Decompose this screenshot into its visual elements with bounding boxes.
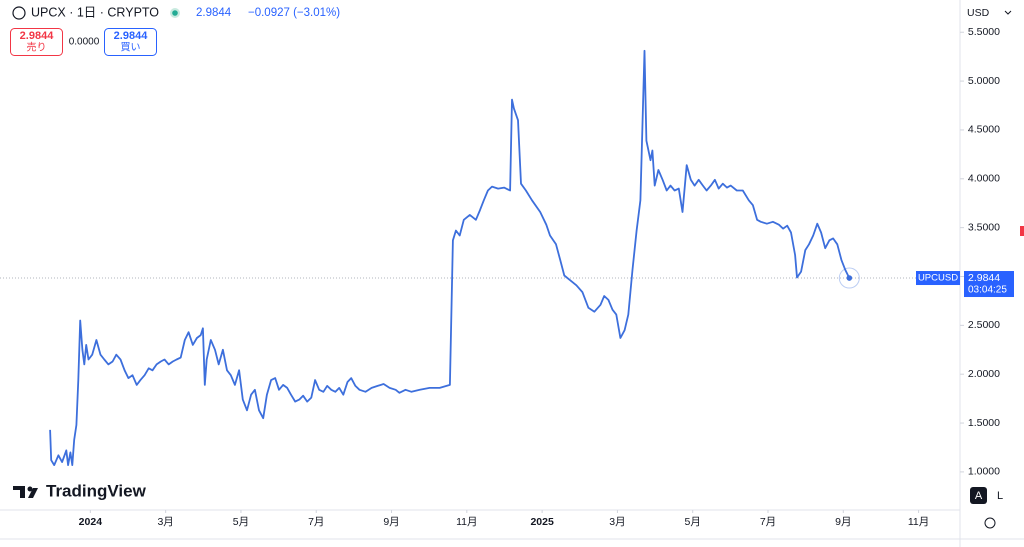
x-tick-label: 9月 xyxy=(383,516,399,528)
edge-marker xyxy=(1020,226,1024,236)
x-tick-label: 9月 xyxy=(835,516,851,528)
log-scale-label[interactable]: L xyxy=(997,490,1003,502)
sell-price: 2.9844 xyxy=(20,30,55,42)
price-tag-countdown: 03:04:25 xyxy=(968,285,1007,296)
logo-shape xyxy=(13,486,25,498)
brand-logo xyxy=(13,486,38,498)
price-tag-bg xyxy=(964,271,1014,298)
y-tick-label: 4.0000 xyxy=(968,173,1000,185)
x-tick-label: 7月 xyxy=(760,516,776,528)
x-tick-label: 2024 xyxy=(79,516,103,528)
price-tag-value: 2.9844 xyxy=(968,272,1000,284)
last-point-halo xyxy=(838,267,860,289)
last-point xyxy=(846,275,853,281)
symbol-icon xyxy=(12,6,26,20)
status-dot xyxy=(172,10,178,16)
x-tick-label: 2025 xyxy=(530,516,554,528)
x-tick-label: 3月 xyxy=(609,516,625,528)
x-tick-label: 5月 xyxy=(685,516,701,528)
sell-label: 売り xyxy=(27,41,47,54)
y-tick-label: 4.5000 xyxy=(968,124,1000,136)
buy-label: 買い xyxy=(121,42,141,54)
symbol-title: UPCX · 1日 · CRYPTO xyxy=(31,5,159,19)
x-tick-label: 7月 xyxy=(308,516,324,528)
brand-name: TradingView xyxy=(46,481,147,500)
y-tick-label: 5.0000 xyxy=(968,75,1000,87)
y-tick-label: 5.5000 xyxy=(968,26,1000,38)
spread: 0.0000 xyxy=(69,37,100,48)
buy-price: 2.9844 xyxy=(114,30,149,42)
auto-scale-button[interactable] xyxy=(970,487,987,504)
price-tag-name: UPCUSD xyxy=(918,273,958,284)
logo-dot xyxy=(27,486,33,492)
y-tick-label: 1.0000 xyxy=(968,466,1000,478)
price-change: −0.0927 (−3.01%) xyxy=(248,7,340,19)
y-tick-label: 3.5000 xyxy=(968,221,1000,233)
price-tag-name-bg xyxy=(916,271,960,286)
y-tick-label: 2.5000 xyxy=(968,319,1000,331)
last-price: 2.9844 xyxy=(196,7,232,19)
logo-shape xyxy=(28,488,38,498)
currency[interactable]: USD xyxy=(967,7,990,19)
sell-button[interactable] xyxy=(10,28,63,56)
x-tick-label: 11月 xyxy=(908,516,929,528)
x-tick-label: 5月 xyxy=(233,516,249,528)
auto-scale-label: A xyxy=(975,490,983,502)
price-line xyxy=(49,49,851,466)
currency-caret xyxy=(1004,10,1012,15)
y-tick-label: 2.0000 xyxy=(968,368,1000,380)
settings-icon[interactable] xyxy=(984,517,996,529)
x-tick-label: 3月 xyxy=(157,516,173,528)
y-tick-label: 1.5000 xyxy=(968,417,1000,429)
x-tick-label: 11月 xyxy=(456,516,477,528)
buy-button[interactable] xyxy=(104,28,157,56)
